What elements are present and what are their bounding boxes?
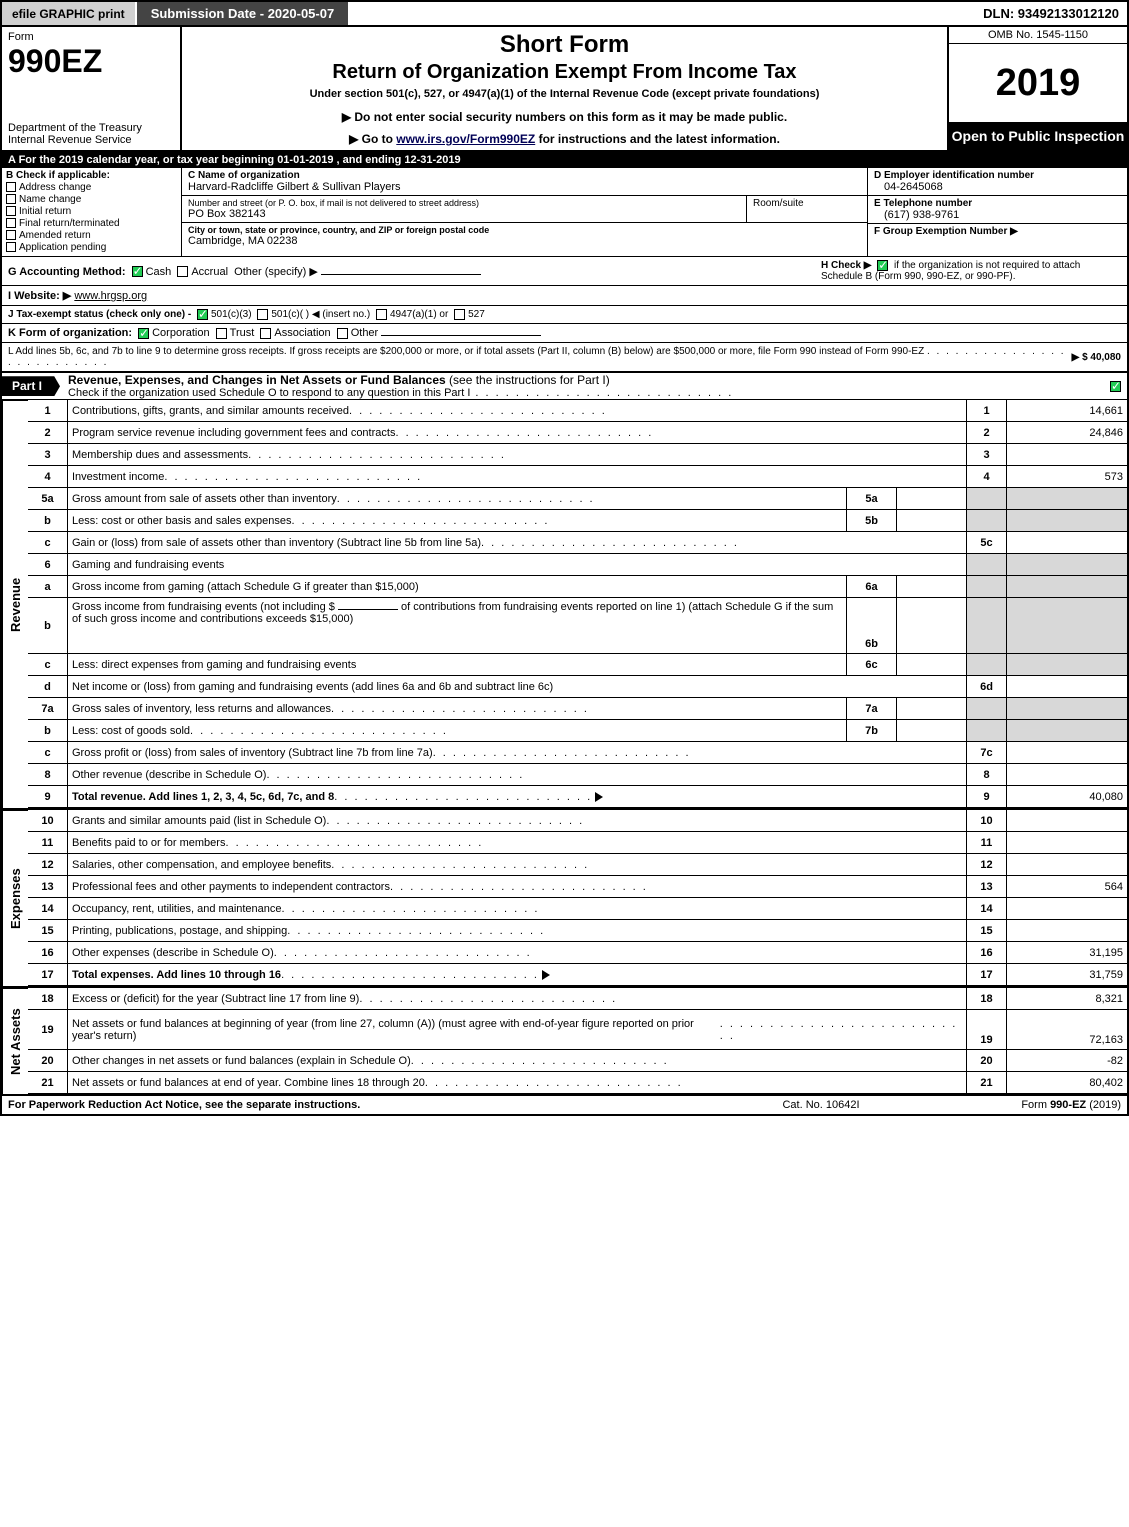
side-netassets: Net Assets [2,988,28,1094]
chk-assoc[interactable] [260,328,271,339]
dln: DLN: 93492133012120 [975,2,1127,25]
efile-print-button[interactable]: efile GRAPHIC print [2,2,135,25]
ssn-warning: ▶ Do not enter social security numbers o… [192,110,937,124]
chk-accrual[interactable] [177,266,188,277]
chk-final-return[interactable]: Final return/terminated [6,218,177,229]
part1-header: Part I Revenue, Expenses, and Changes in… [2,372,1127,400]
chk-527[interactable] [454,309,465,320]
chk-application-pending[interactable]: Application pending [6,242,177,253]
dept-irs: Internal Revenue Service [8,134,174,146]
i-label: I Website: ▶ [8,290,71,302]
j-label: J Tax-exempt status (check only one) - [8,309,191,320]
title-return: Return of Organization Exempt From Incom… [192,61,937,84]
chk-cash[interactable] [132,266,143,277]
chk-trust[interactable] [216,328,227,339]
side-revenue: Revenue [2,400,28,808]
form-ref: Form 990-EZ (2019) [921,1099,1121,1111]
side-expenses: Expenses [2,810,28,986]
chk-h[interactable] [877,260,888,271]
entity-block: B Check if applicable: Address change Na… [2,168,1127,257]
part1-title: Revenue, Expenses, and Changes in Net As… [68,373,446,387]
submission-date: Submission Date - 2020-05-07 [135,2,349,25]
g-label: G Accounting Method: [8,266,126,278]
form-page: efile GRAPHIC print Submission Date - 20… [0,0,1129,1116]
room-label: Room/suite [747,196,867,222]
goto-line: ▶ Go to www.irs.gov/Form990EZ for instru… [192,132,937,146]
chk-other[interactable] [337,328,348,339]
street-value: PO Box 382143 [188,208,740,220]
chk-address-change[interactable]: Address change [6,182,177,193]
k-label: K Form of organization: [8,327,132,339]
tax-year: 2019 [949,44,1127,122]
city-label: City or town, state or province, country… [188,225,861,235]
cat-no: Cat. No. 10642I [721,1099,921,1111]
arrow-icon [542,970,550,980]
form-number: 990EZ [8,43,174,80]
part1-tag: Part I [2,376,60,396]
dept-treasury: Department of the Treasury [8,122,174,134]
revenue-grid: Revenue 1Contributions, gifts, grants, a… [2,400,1127,808]
page-footer: For Paperwork Reduction Act Notice, see … [2,1094,1127,1114]
street-label: Number and street (or P. O. box, if mail… [188,198,740,208]
b-check-label: B Check if applicable: [6,170,177,181]
chk-4947[interactable] [376,309,387,320]
omb-number: OMB No. 1545-1150 [949,27,1127,44]
irs-link[interactable]: www.irs.gov/Form990EZ [396,132,535,146]
netassets-grid: Net Assets 18Excess or (deficit) for the… [2,986,1127,1094]
chk-501c[interactable] [257,309,268,320]
e-phone-value: (617) 938-9761 [874,209,1121,221]
chk-schedule-o[interactable] [1110,381,1121,392]
l-text: L Add lines 5b, 6c, and 7b to line 9 to … [8,346,924,357]
chk-501c3[interactable] [197,309,208,320]
e-phone-label: E Telephone number [874,198,1121,209]
city-value: Cambridge, MA 02238 [188,235,861,247]
c-name-label: C Name of organization [188,170,861,181]
topbar: efile GRAPHIC print Submission Date - 20… [2,2,1127,27]
form-header: Form 990EZ Department of the Treasury In… [2,27,1127,152]
chk-amended-return[interactable]: Amended return [6,230,177,241]
title-short-form: Short Form [192,31,937,59]
part1-check-line: Check if the organization used Schedule … [68,387,470,399]
d-ein-value: 04-2645068 [874,181,1121,193]
subtitle: Under section 501(c), 527, or 4947(a)(1)… [192,88,937,100]
arrow-icon [595,792,603,802]
chk-corp[interactable] [138,328,149,339]
row-a-period: A For the 2019 calendar year, or tax yea… [2,152,1127,168]
expenses-grid: Expenses 10Grants and similar amounts pa… [2,808,1127,986]
chk-initial-return[interactable]: Initial return [6,206,177,217]
d-ein-label: D Employer identification number [874,170,1121,181]
public-inspection: Open to Public Inspection [949,122,1127,150]
chk-name-change[interactable]: Name change [6,194,177,205]
f-group-label: F Group Exemption Number ▶ [874,226,1121,237]
l-amount: ▶ $ 40,080 [1072,352,1121,363]
paperwork-notice: For Paperwork Reduction Act Notice, see … [8,1099,721,1111]
website-link[interactable]: www.hrgsp.org [74,290,147,302]
org-name: Harvard-Radcliffe Gilbert & Sullivan Pla… [188,181,861,193]
form-label: Form [8,31,34,43]
